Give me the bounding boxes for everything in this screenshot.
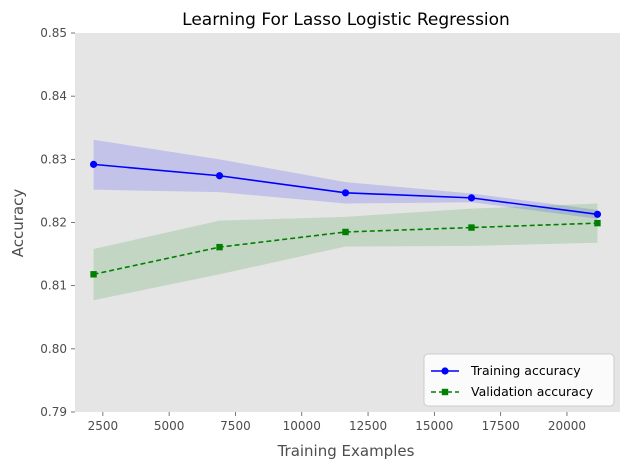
training-accuracy-point <box>593 210 602 218</box>
chart-title: Learning For Lasso Logistic Regression <box>182 10 510 30</box>
y-tick-label: 0.83 <box>40 152 67 166</box>
y-axis-ticks: 0.79 0.80 0.81 0.82 0.83 0.84 0.85 <box>40 26 75 419</box>
series-markers <box>89 160 602 278</box>
x-tick-label: 20000 <box>548 419 586 433</box>
validation-accuracy-point <box>90 271 97 278</box>
legend-box <box>423 353 615 407</box>
legend-training-label: Training accuracy <box>470 363 581 378</box>
legend: Training accuracy Validation accuracy <box>423 353 615 407</box>
x-tick-label: 5000 <box>154 419 185 433</box>
x-tick-label: 7500 <box>220 419 251 433</box>
legend-training-marker <box>441 367 449 375</box>
legend-validation-label: Validation accuracy <box>471 384 594 399</box>
legend-validation-marker <box>441 388 449 396</box>
x-tick-label: 17500 <box>482 419 520 433</box>
y-axis-label: Accuracy <box>9 189 27 258</box>
y-tick-label: 0.84 <box>40 89 67 103</box>
x-axis-label: Training Examples <box>277 442 415 460</box>
training-accuracy-point <box>89 160 98 168</box>
plot-area <box>75 33 620 412</box>
y-tick-label: 0.79 <box>40 405 67 419</box>
y-tick-label: 0.81 <box>40 279 67 293</box>
validation-accuracy-point <box>594 219 601 227</box>
x-tick-label: 2500 <box>88 419 119 433</box>
x-axis-ticks: 2500 5000 7500 10000 12500 15000 17500 20000 <box>88 412 586 433</box>
x-tick-label: 15000 <box>415 419 453 433</box>
validation-accuracy-point <box>342 228 349 236</box>
y-tick-label: 0.85 <box>40 26 67 40</box>
x-tick-label: 12500 <box>349 419 387 433</box>
training-accuracy-point <box>341 189 350 197</box>
validation-accuracy-point <box>468 224 475 231</box>
x-tick-label: 10000 <box>283 419 321 433</box>
y-tick-label: 0.80 <box>40 342 67 356</box>
validation-accuracy-point <box>216 243 223 251</box>
training-accuracy-point <box>215 172 224 180</box>
training-accuracy-point <box>467 194 476 202</box>
y-tick-label: 0.82 <box>40 216 67 230</box>
